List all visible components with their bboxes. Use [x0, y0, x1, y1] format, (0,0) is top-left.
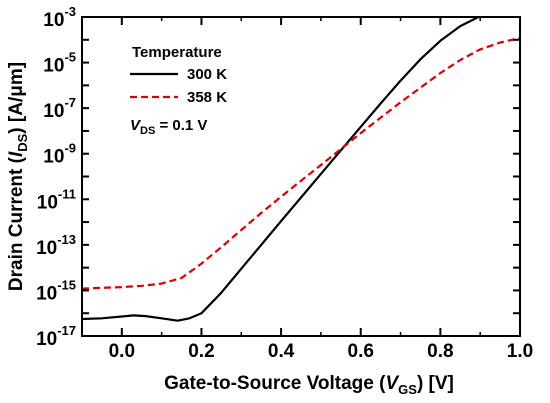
y-tick-label: 10-15	[36, 277, 76, 304]
y-tick-label: 10-7	[43, 95, 76, 122]
legend-label-300k: 300 K	[187, 66, 227, 83]
x-tick-label: 0.4	[268, 341, 295, 362]
x-axis-title: Gate-to-Source Voltage (VGS) [V]	[164, 373, 454, 397]
y-tick-label: 10-17	[36, 323, 76, 350]
y-tick-label: 10-9	[43, 141, 76, 168]
x-tick-label: 0.0	[109, 341, 135, 362]
y-tick-label: 10-11	[37, 186, 76, 213]
series-line-300k	[82, 17, 482, 322]
y-tick-label: 10-3	[43, 4, 76, 31]
series-line-358k	[82, 36, 520, 290]
x-tick-label: 0.6	[348, 341, 374, 362]
y-axis-title: Drain Current (IDS) [A/μm]	[6, 62, 30, 291]
x-tick-label: 0.8	[427, 341, 453, 362]
legend-label-358k: 358 K	[187, 89, 227, 106]
y-tick-label: 10-13	[36, 232, 76, 259]
y-tick-label: 10-5	[43, 50, 76, 77]
x-tick-label: 0.2	[188, 341, 214, 362]
x-tick-label: 1.0	[507, 341, 533, 362]
legend-title: Temperature	[132, 44, 222, 61]
vds-annotation: VDS = 0.1 V	[130, 117, 207, 137]
